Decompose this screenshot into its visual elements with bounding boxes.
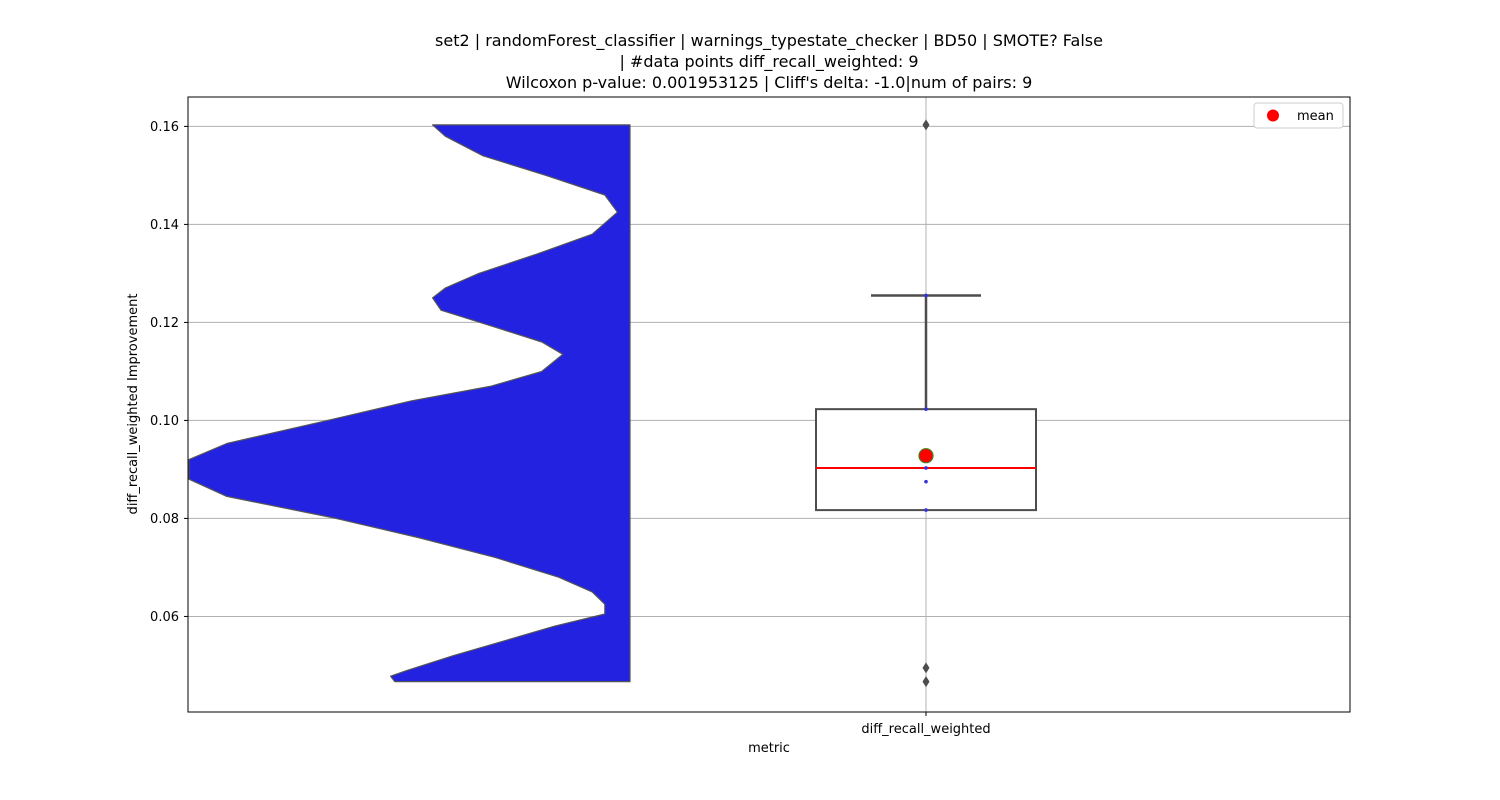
legend: mean	[1253, 102, 1344, 129]
data-point	[924, 407, 928, 411]
chart-title: set2 | randomForest_classifier | warning…	[435, 31, 1103, 92]
data-point	[924, 466, 928, 470]
title-line-3: Wilcoxon p-value: 0.001953125 | Cliff's …	[506, 73, 1033, 92]
outlier-point	[922, 662, 930, 674]
y-tick-label: 0.06	[150, 610, 179, 625]
y-tick-label: 0.12	[150, 316, 179, 331]
title-line-2: | #data points diff_recall_weighted: 9	[619, 52, 918, 72]
x-tick-label: diff_recall_weighted	[861, 722, 990, 737]
legend-mean-marker	[1267, 109, 1279, 122]
y-tick-label: 0.16	[150, 120, 179, 135]
data-point	[924, 479, 928, 484]
y-tick-label: 0.08	[150, 512, 179, 527]
grid-lines	[188, 97, 1350, 712]
y-axis-label: diff_recall_weighted Improvement	[126, 294, 141, 515]
title-line-1: set2 | randomForest_classifier | warning…	[435, 31, 1103, 51]
outlier-point	[922, 676, 930, 688]
mean-marker	[918, 448, 934, 464]
y-tick-label: 0.14	[150, 218, 179, 233]
box-iqr	[815, 408, 1037, 512]
x-axis-label: metric	[748, 741, 790, 756]
y-tick-label: 0.10	[150, 414, 179, 429]
legend-frame	[1253, 102, 1344, 129]
data-point	[924, 508, 928, 512]
data-point	[924, 293, 928, 298]
outlier-point	[922, 119, 930, 131]
axis-ticks: 0.06 0.08 0.10 0.12 0.14 0.16 diff_recall_weig…	[150, 120, 991, 737]
plot-area-frame	[187, 96, 1351, 713]
legend-mean-label: mean	[1297, 109, 1334, 124]
box-plot	[815, 119, 1037, 688]
violin-plot	[188, 124, 631, 683]
violin-body	[188, 124, 631, 683]
